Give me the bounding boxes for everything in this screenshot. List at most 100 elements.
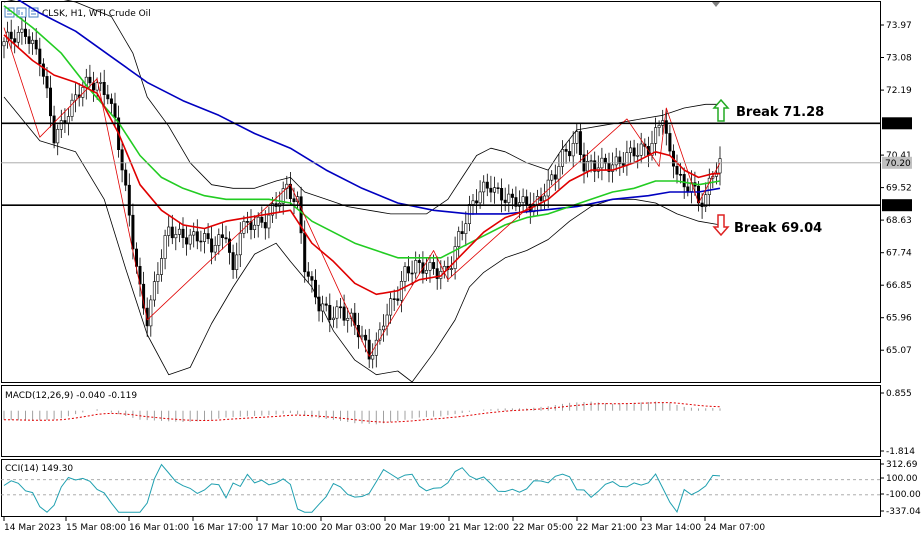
candle-up [378,329,382,341]
candle-down [303,232,307,273]
candle-down [299,196,303,234]
header-symbol: CLSK [42,9,66,19]
candle-up [707,177,711,195]
time-tick-label: 15 Mar 08:00 [66,523,126,533]
candle-down [578,131,582,156]
candle-down [510,193,514,198]
price-tick-label: 69.52 [886,184,912,194]
time-tick-label: 14 Mar 2023 [4,523,61,533]
header-timeframe: H1 [71,9,84,19]
candle-down [514,197,518,207]
candle-down [564,149,568,152]
price-axis: 73.97 73.08 72.19 70.41 69.52 68.63 67.74 66.85… [880,21,912,356]
time-axis: 14 Mar 2023 15 Mar 08:00 16 Mar 01:00 16 Ma… [3,517,765,533]
candle-up [20,28,24,33]
cci-path [3,463,721,513]
candle-down [435,268,439,279]
candle-down [593,160,597,172]
time-tick-label: 16 Mar 17:00 [193,523,253,533]
macd-tick-label: 0.855 [886,389,912,399]
candle-up [403,266,407,282]
candle-up [424,269,428,274]
candle-down [338,306,342,309]
candle-up [478,191,482,204]
candle-up [160,258,164,275]
level-price-tag [882,117,912,130]
main-panel-frame [1,1,881,383]
break-up-label: Break 71.28 [736,105,824,120]
candle-up [371,354,375,360]
scroll-marker[interactable] [712,2,720,7]
candle-up [589,160,593,162]
candle-up [267,214,271,229]
cci-line [3,463,721,513]
candle-down [503,199,507,203]
price-tick-label: 73.97 [886,21,912,31]
time-tick-label: 22 Mar 05:00 [513,523,573,533]
candle-up [270,203,274,216]
candle-down [342,306,346,321]
candle-down [367,339,371,360]
candle-down [102,82,106,96]
level-price-tag-label: 69.04 [885,201,911,211]
price-tick-label: 70.41 [886,151,912,161]
candle-up [296,196,300,202]
candle-up [414,260,418,274]
candle-up [546,179,550,197]
candle-down [170,226,174,239]
price-tick-label: 67.74 [886,249,912,259]
candle-up [374,339,378,356]
candle-down [13,38,17,43]
time-tick-label: 20 Mar 19:00 [385,523,445,533]
candle-up [385,314,389,327]
candle-up [213,245,217,253]
candle-down [310,276,314,281]
candle-up [16,31,20,43]
candle-up [217,234,221,246]
candle-down [664,120,668,134]
candle-down [485,181,489,189]
candle-down [113,103,117,118]
candle-down [106,94,110,100]
time-tick-label: 22 Mar 21:00 [577,523,637,533]
cci-tick-label: -100.00 [886,490,921,500]
candle-up [156,274,160,282]
macd-tick-label: -1.814 [886,447,915,457]
cci-tick-label: 100.00 [886,474,918,484]
candle-up [614,156,618,166]
candle-up [167,226,171,236]
level-lines [1,122,881,206]
candle-up [585,161,589,172]
candle-up [188,234,192,245]
time-tick-label: 17 Mar 10:00 [257,523,317,533]
zigzag-line [3,27,721,357]
current-price-tag-label: 70.20 [885,159,911,169]
candle-down [525,196,529,205]
candle-up [238,232,242,256]
macd-label: MACD(12,26,9) -0.040 -0.119 [5,391,137,401]
candle-up [31,39,35,44]
candle-down [288,183,292,199]
candle-up [281,188,285,204]
cci-level-lines [1,479,881,496]
candle-down [396,298,400,301]
candle-up [256,216,260,226]
candle-down [292,198,296,202]
candle-down [48,87,52,117]
candle-down [328,304,332,320]
level-price-tag-label: 71.28 [885,119,911,129]
candle-up [389,298,393,316]
candle-up [177,228,181,235]
candle-up [457,231,461,247]
candle-up [346,317,350,321]
candle-down [324,303,328,306]
band-upper [3,0,720,215]
candle-up [521,196,525,203]
candle-up [174,234,178,239]
candle-up [59,120,63,130]
candle-down [568,151,572,157]
macd-histogram [3,401,721,425]
candle-up [321,303,325,312]
candle-up [471,200,475,205]
candle-down [124,169,128,186]
